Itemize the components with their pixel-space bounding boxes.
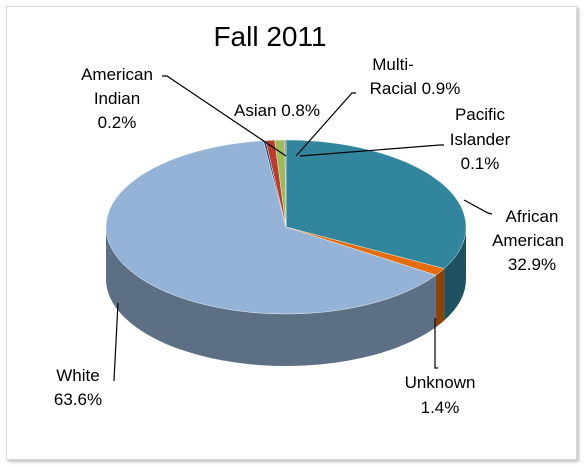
data-label-african-american: 32.9% xyxy=(508,255,556,274)
data-label-asian: Asian 0.8% xyxy=(234,101,320,120)
leader-lines xyxy=(113,75,493,381)
data-label-american-indian: Indian xyxy=(94,89,140,108)
data-label-american-indian: 0.2% xyxy=(98,113,137,132)
data-labels: African American 32.9% Unknown 1.4% White 63.6… xyxy=(54,55,564,417)
data-label-multi-racial: Multi- xyxy=(372,55,414,74)
data-label-african-american: African xyxy=(506,207,559,226)
data-label-pacific-islander: Pacific xyxy=(455,105,506,124)
pie-depth-layer xyxy=(106,227,466,366)
data-label-american-indian: American xyxy=(81,65,153,84)
data-label-white: White xyxy=(56,366,99,385)
leader-line-white xyxy=(113,302,119,381)
pie-side-african-american xyxy=(444,227,466,321)
leader-line-multi-racial xyxy=(295,92,356,157)
pie-top-layer xyxy=(105,139,467,315)
pie-slice-african-american xyxy=(285,139,467,269)
data-label-pacific-islander: Islander xyxy=(450,130,511,149)
chart-title: Fall 2011 xyxy=(213,21,326,52)
data-label-pacific-islander: 0.1% xyxy=(461,154,500,173)
data-label-unknown: 1.4% xyxy=(421,398,460,417)
leader-line-unknown xyxy=(434,318,438,369)
leader-line-african-american xyxy=(463,199,493,215)
data-label-unknown: Unknown xyxy=(405,373,476,392)
leader-line-american-indian xyxy=(162,75,287,157)
data-label-african-american: American xyxy=(492,231,564,250)
data-label-white: 63.6% xyxy=(54,390,102,409)
pie-side-unknown xyxy=(435,268,445,328)
pie-slice-white xyxy=(105,140,437,315)
pie-side-white xyxy=(106,227,436,366)
pie-slice-pacific-islander xyxy=(284,139,287,228)
leader-line-pacific-islander xyxy=(299,144,444,157)
data-label-multi-racial: Racial 0.9% xyxy=(370,79,461,98)
